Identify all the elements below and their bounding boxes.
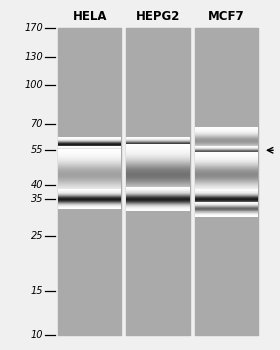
Text: 170: 170 — [24, 23, 43, 33]
Text: HELA: HELA — [73, 10, 107, 23]
Text: 25: 25 — [31, 231, 43, 241]
Text: 70: 70 — [31, 119, 43, 129]
Text: 35: 35 — [31, 194, 43, 204]
Text: MCF7: MCF7 — [208, 10, 245, 23]
Text: HEPG2: HEPG2 — [136, 10, 180, 23]
Text: 40: 40 — [31, 180, 43, 190]
Text: 100: 100 — [24, 80, 43, 91]
Text: 15: 15 — [31, 286, 43, 296]
Text: 10: 10 — [31, 330, 43, 340]
Text: 55: 55 — [31, 145, 43, 155]
Text: 130: 130 — [24, 52, 43, 62]
